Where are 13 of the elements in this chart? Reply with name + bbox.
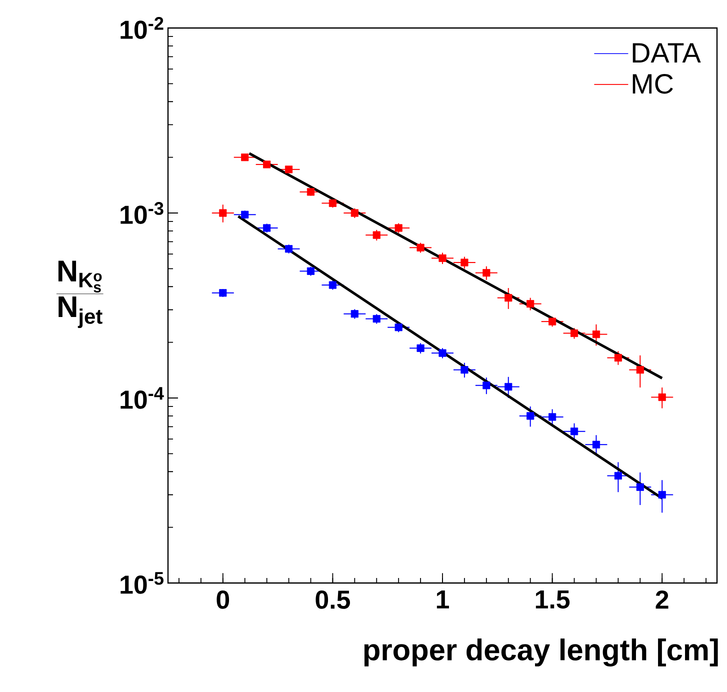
x-axis-title: proper decay length [cm] [364, 638, 718, 667]
y-tick-label: 10$^{-3}$ [120, 202, 164, 224]
legend-label: MC [632, 74, 673, 94]
x-tick-label: 1 [436, 590, 449, 608]
x-tick-label: 0 [216, 590, 230, 609]
legend-label: DATA [632, 43, 701, 62]
x-tick-label: 0.5 [316, 590, 350, 609]
x-tick-label: 2 [656, 590, 668, 609]
y-axis-title: $\frac{\mathbf{N}_{\mathbf{K}_{\mathbf{s}}^{\mathbf{o}}}}{\mathbf{N}_{\mathbf{jet}}}$ [56, 260, 104, 328]
y-tick-label: 10$^{-2}$ [120, 17, 164, 39]
x-tick-label: 1.5 [536, 590, 570, 609]
y-tick-label: 10$^{-4}$ [120, 387, 164, 409]
y-tick-label: 10$^{-5}$ [120, 572, 164, 594]
